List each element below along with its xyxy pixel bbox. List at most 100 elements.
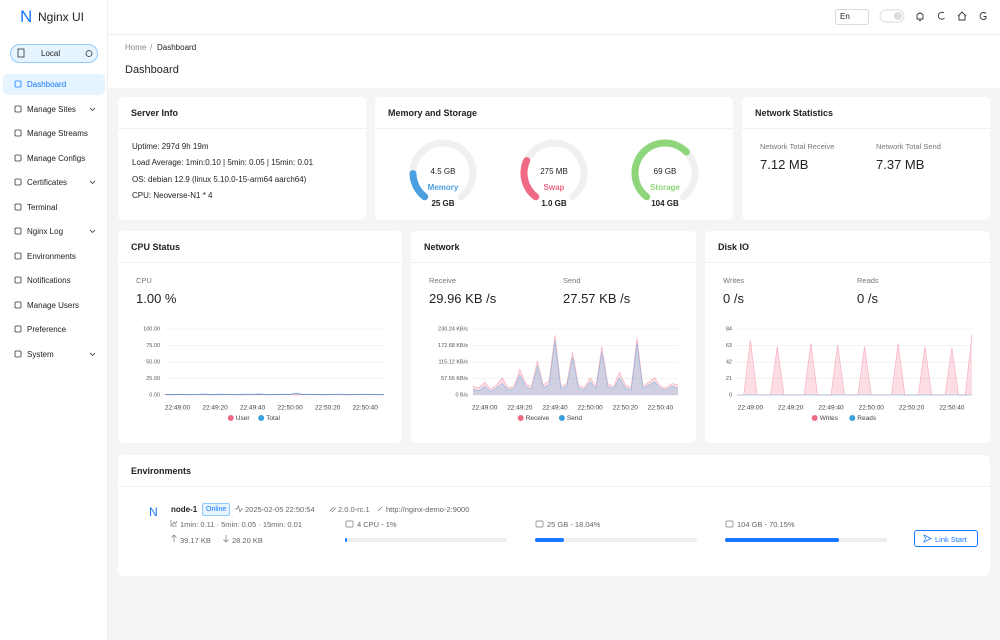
menu-icon — [14, 203, 22, 210]
chevron-shape — [89, 352, 96, 356]
link-start-button[interactable]: Link Start — [914, 530, 978, 547]
send-icon — [923, 534, 932, 543]
metric-value: 0 /s — [723, 291, 744, 306]
menu-label: Nginx Log — [27, 227, 64, 236]
menu-icon — [14, 129, 22, 137]
resource-icon-shape — [345, 520, 354, 528]
menu-icon — [14, 350, 22, 357]
logo: N — [20, 7, 33, 26]
card-title: Server Info — [131, 108, 179, 118]
menu-item[interactable]: Environments — [3, 246, 105, 267]
menu-item[interactable]: Dashboard — [3, 74, 105, 95]
resource-icon — [345, 520, 354, 528]
menu-item[interactable]: Nginx Log — [3, 221, 105, 242]
area-fill — [473, 340, 678, 395]
info-line: CPU: Neoverse-N1 * 4 — [132, 190, 213, 200]
menu-icon — [14, 276, 22, 284]
card-divider — [118, 486, 990, 487]
gauge-value — [631, 139, 690, 201]
menu-item[interactable]: System — [3, 344, 105, 365]
resource-icon-shape — [725, 520, 734, 528]
bell-icon — [916, 12, 924, 21]
node-time: 2025-02-05 22:50:54 — [245, 505, 315, 514]
gauge-value-label: 275 MB — [540, 167, 568, 176]
x-tick-label: 22:50:40 — [939, 405, 965, 412]
menu-item[interactable]: Notifications — [3, 270, 105, 291]
stat-icons — [170, 520, 229, 543]
menu-item[interactable]: Manage Users — [3, 295, 105, 316]
page-header — [108, 35, 1000, 88]
gauge-value-label: 4.5 GB — [430, 167, 456, 176]
menu-icon — [14, 178, 22, 186]
menu-item[interactable]: Manage Streams — [3, 123, 105, 144]
y-tick-label: 21 — [726, 376, 732, 382]
node-icons — [17, 48, 93, 58]
x-tick-label: 22:50:40 — [648, 405, 674, 412]
y-tick-label: 75.00 — [146, 343, 160, 349]
reload-icon — [937, 11, 945, 20]
status: Online — [206, 506, 227, 513]
metric-value: 27.57 KB /s — [563, 291, 631, 306]
chart: 0 B/s 57.56 KB/s 115.12 KB/s 172.68 KB/s 230… — [438, 326, 679, 422]
gauge — [631, 139, 699, 201]
node-url: http://nginx-demo-2:9000 — [386, 505, 470, 514]
tag-icon — [329, 506, 337, 513]
menu-icon — [14, 301, 22, 308]
resource-label: 4 CPU - 1% — [357, 520, 397, 529]
x-tick-label: 22:49:00 — [165, 405, 191, 412]
stat-label: Network Total Receive — [760, 142, 835, 151]
metric-label: Reads — [857, 276, 879, 285]
app-name: Nginx UI — [38, 10, 85, 24]
gauge-total: 25 GB — [431, 199, 455, 208]
menu-icon — [14, 252, 22, 259]
link-start-label: Link Start — [935, 534, 967, 544]
chart-card: Disk IO Writes 0 /s Reads 0 /s 0 21 42 63 84 22:49… — [705, 231, 990, 443]
y-tick-label: 63 — [726, 343, 732, 349]
up-arrow — [171, 534, 177, 542]
menu-icon — [14, 105, 22, 112]
node-selector[interactable]: Local — [10, 44, 98, 63]
menu-item[interactable]: Certificates — [3, 172, 105, 193]
resource-label: 104 GB - 70.15% — [737, 520, 795, 529]
x-tick-label: 22:50:20 — [315, 405, 341, 412]
menu-label: Manage Users — [27, 300, 80, 310]
y-tick-label: 84 — [726, 326, 732, 332]
metric-label: Send — [563, 276, 581, 285]
legend-label: User — [236, 415, 251, 422]
gauge-name: Storage — [650, 183, 680, 192]
chevron-shape — [89, 229, 96, 234]
legend-label: Reads — [857, 415, 877, 422]
chevron — [89, 180, 96, 185]
legend-swatch — [811, 415, 818, 421]
menu-icon-shape — [14, 301, 22, 308]
gauge-total: 1.0 GB — [541, 199, 567, 208]
node-name: Local — [41, 49, 61, 58]
menu-item[interactable]: Preference — [3, 319, 105, 340]
down-arrow — [223, 535, 229, 543]
menu-label: Environments — [27, 251, 76, 261]
card-title: Network — [424, 242, 460, 252]
area-fill — [737, 333, 972, 395]
menu-label: Manage Sites — [27, 104, 76, 114]
x-tick-label: 22:49:20 — [778, 405, 804, 412]
language-select[interactable]: En — [835, 9, 869, 25]
node-load: 1min: 0.11 · 5min: 0.05 · 15min: 0.01 — [180, 520, 303, 529]
menu-label: Certificates — [27, 178, 68, 187]
menu-item[interactable]: Manage Sites — [3, 99, 105, 120]
x-tick-label: 22:49:20 — [507, 405, 533, 412]
menu-item[interactable]: Manage Configs — [3, 148, 105, 169]
breadcrumb-home[interactable]: Home — [125, 43, 147, 52]
metric-label: Receive — [429, 276, 457, 285]
metric-label: Writes — [723, 276, 745, 285]
theme-knob — [894, 12, 902, 20]
y-tick-label: 25.00 — [146, 376, 160, 382]
card-title: CPU Status — [131, 242, 181, 252]
menu-label: Notifications — [27, 276, 71, 285]
y-tick-label: 50.00 — [146, 359, 160, 365]
y-tick-label: 230.24 KB/s — [438, 326, 468, 332]
legend-swatch — [849, 415, 856, 421]
menu-item[interactable]: Terminal — [3, 197, 105, 218]
x-tick-label: 22:49:00 — [472, 405, 498, 412]
chart-card: CPU Status CPU 1.00 % 0.00 25.00 50.00 75.00 10… — [118, 231, 402, 443]
